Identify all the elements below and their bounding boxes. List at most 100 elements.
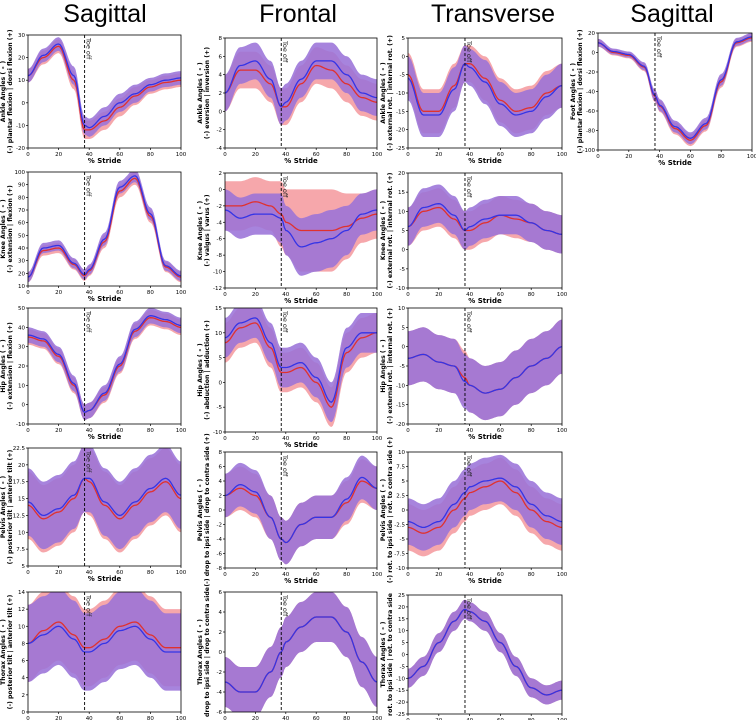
sd-band-overlap xyxy=(408,599,562,705)
sd-band-overlap xyxy=(28,308,181,421)
toe-off-label: Toe off xyxy=(85,594,93,617)
x-tick-label: 0 xyxy=(223,152,227,158)
y-axis-label-title: Hip Angles ( ∘ ) xyxy=(380,339,387,393)
y-tick-label: -8 xyxy=(217,253,223,259)
x-tick-label: 40 xyxy=(86,428,93,434)
y-tick-label: -2 xyxy=(217,670,222,676)
y-tick-label: 10 xyxy=(215,331,222,337)
y-tick-label: 0 xyxy=(402,653,406,659)
sd-band-overlap xyxy=(408,454,562,551)
y-tick-label: -25 xyxy=(396,146,405,152)
x-tick-label: 40 xyxy=(282,152,289,158)
x-tick-label: 60 xyxy=(497,572,504,578)
x-tick-label: 20 xyxy=(55,716,62,720)
y-tick-label: 20 xyxy=(18,56,25,62)
y-tick-label: -4 xyxy=(217,690,223,696)
y-tick-label: -25 xyxy=(396,712,405,718)
chart-ankle-transverse: Toe off 0 20 40 60 80 100 -25 -20 -15 -10 -5 0 5 % Str… xyxy=(380,35,568,165)
x-tick-label: 40 xyxy=(86,152,93,158)
x-axis-label: % Stride xyxy=(88,575,122,583)
y-tick-label: 0 xyxy=(402,508,406,514)
y-tick-label: -6 xyxy=(217,710,223,716)
y-tick-label: 0 xyxy=(219,109,223,115)
y-tick-label: 15 xyxy=(18,497,25,503)
y-axis-label-title: Knee Angles ( ∘ ) xyxy=(0,199,7,259)
toe-off-label: Toe off xyxy=(281,310,289,333)
x-axis-label: % Stride xyxy=(88,433,122,441)
y-axis-label-title: Pelvis Angles ( ∘ ) xyxy=(380,479,387,542)
y-tick-label: 30 xyxy=(18,259,25,265)
y-axis-label-title: Knee Angles ( ∘ ) xyxy=(380,201,387,261)
y-axis-label-title: Foot Angles ( ∘ ) xyxy=(570,63,577,120)
x-tick-label: 40 xyxy=(466,718,473,720)
x-tick-label: 60 xyxy=(497,718,504,720)
y-axis-label-direction: (-) external rot. | internal rot. (+) xyxy=(387,308,395,424)
x-axis-label: % Stride xyxy=(284,577,318,585)
sd-band-overlap xyxy=(408,319,562,421)
plot-area xyxy=(28,448,181,553)
y-tick-label: -6 xyxy=(217,552,223,558)
y-tick-label: 90 xyxy=(18,183,25,189)
y-axis-label-direction: (-) valgus | varus (+) xyxy=(204,194,212,266)
x-tick-label: 100 xyxy=(176,570,187,576)
plot-area xyxy=(28,308,181,421)
x-tick-label: 40 xyxy=(282,572,289,578)
x-tick-label: 20 xyxy=(55,290,62,296)
y-tick-label: -20 xyxy=(396,422,405,428)
y-tick-label: -20 xyxy=(396,700,405,706)
y-tick-label: 2.5 xyxy=(396,494,405,500)
y-axis-label-direction: (-) plantar flexion | dorsi flexion (+) xyxy=(7,29,15,153)
y-tick-label: -10 xyxy=(213,270,222,276)
y-tick-label: 0 xyxy=(219,650,223,656)
x-tick-label: 80 xyxy=(343,436,350,442)
x-tick-label: 60 xyxy=(116,290,123,296)
x-tick-label: 0 xyxy=(406,152,410,158)
mean-line-blue xyxy=(408,608,562,696)
y-axis-label-direction: (-) external rot. | internal rot. (+) xyxy=(387,172,395,288)
x-tick-label: 0 xyxy=(26,570,30,576)
y-tick-label: -5 xyxy=(217,405,223,411)
x-axis-label: % Stride xyxy=(284,297,318,305)
toe-off-label: Toe off xyxy=(465,310,473,333)
x-tick-label: 20 xyxy=(55,570,62,576)
x-tick-label: 100 xyxy=(176,716,187,720)
x-axis-label: % Stride xyxy=(468,433,502,441)
y-tick-label: 12.5 xyxy=(13,513,26,519)
x-tick-label: 0 xyxy=(223,436,227,442)
x-tick-label: 60 xyxy=(497,428,504,434)
y-tick-label: 6 xyxy=(219,590,223,596)
axes-frame xyxy=(27,171,182,287)
mean-line-blue xyxy=(28,315,181,414)
y-tick-label: -2 xyxy=(217,128,222,134)
x-tick-label: 40 xyxy=(282,292,289,298)
y-tick-label: 30 xyxy=(18,33,25,39)
x-tick-label: 80 xyxy=(147,570,154,576)
y-tick-label: 6 xyxy=(219,465,223,471)
chart-thorax-transverse: Toe off 0 20 40 60 80 100 -25 -20 -15 -10 -5 0 5 10 15 2… xyxy=(380,593,568,720)
toe-off-label: Toe off xyxy=(85,450,93,473)
y-tick-label: 2 xyxy=(219,91,223,97)
plot-area xyxy=(225,177,377,276)
y-tick-label: -8 xyxy=(217,566,223,572)
y-axis-label-title: Pelvis Angles ( ∘ ) xyxy=(0,476,7,539)
chart-pelvis-frontal: Toe off 0 20 40 60 80 100 -8 -6 -4 -2 0 2 4 6 8 % Stride… xyxy=(197,433,383,586)
sd-band-overlap xyxy=(225,308,377,423)
x-tick-label: 60 xyxy=(313,436,320,442)
mean-line-red xyxy=(28,45,181,131)
y-tick-label: 0 xyxy=(402,345,406,351)
x-tick-label: 20 xyxy=(55,428,62,434)
y-tick-label: 15 xyxy=(398,190,405,196)
y-tick-label: 40 xyxy=(18,325,25,331)
x-tick-label: 0 xyxy=(406,428,410,434)
y-tick-label: -2.5 xyxy=(394,523,405,529)
mean-line-red xyxy=(225,201,377,232)
y-tick-label: 4 xyxy=(22,676,26,682)
x-axis-label: % Stride xyxy=(284,157,318,165)
x-tick-label: 20 xyxy=(252,436,259,442)
sd-band-overlap xyxy=(598,33,752,145)
plot-area xyxy=(28,592,181,691)
x-tick-label: 20 xyxy=(435,428,442,434)
x-tick-label: 60 xyxy=(116,152,123,158)
x-tick-label: 100 xyxy=(372,152,383,158)
mean-line-red xyxy=(28,621,181,649)
